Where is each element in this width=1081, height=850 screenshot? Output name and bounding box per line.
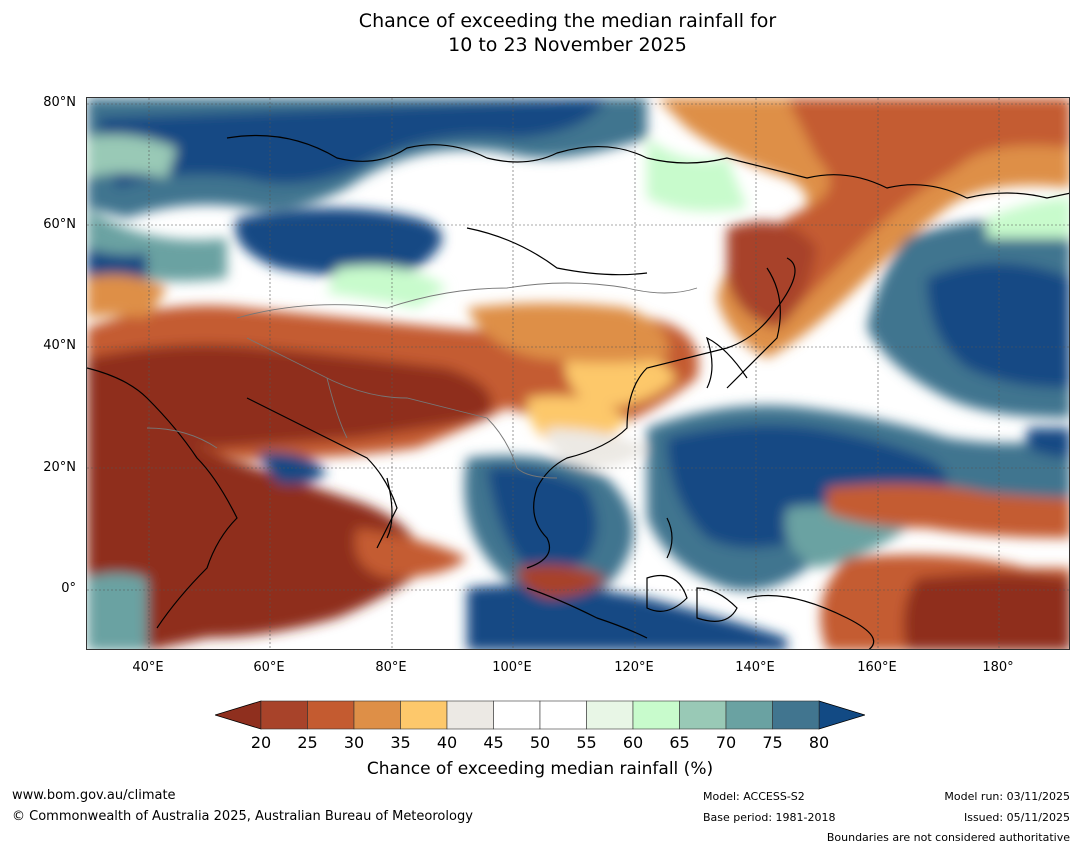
colorbar-tick-40: 40 [436, 733, 458, 752]
lon-label-100e: 100°E [492, 660, 532, 675]
rainfall-map [86, 97, 1070, 650]
title-line-1: Chance of exceeding the median rainfall … [358, 10, 777, 32]
lon-label-140e: 140°E [735, 660, 775, 675]
model-text: Model: ACCESS-S2 [703, 790, 805, 803]
colorbar-tick-80: 80 [808, 733, 830, 752]
colorbar [213, 700, 867, 730]
lon-label-80e: 80°E [375, 660, 407, 675]
lon-label-60e: 60°E [253, 660, 285, 675]
colorbar-tick-60: 60 [622, 733, 644, 752]
model-run-text: Model run: 03/11/2025 [944, 790, 1070, 803]
colorbar-under-arrow [213, 700, 262, 730]
colorbar-svg [213, 700, 867, 730]
lon-label-120e: 120°E [614, 660, 654, 675]
colorbar-tick-75: 75 [762, 733, 783, 752]
base-period-text: Base period: 1981-2018 [703, 811, 836, 824]
lon-label-40e: 40°E [132, 660, 164, 675]
colorbar-tick-70: 70 [715, 733, 737, 752]
title-line-2: 10 to 23 November 2025 [448, 34, 687, 56]
colorbar-bin-0 [260, 700, 308, 730]
colorbar-bin-11 [772, 700, 820, 730]
colorbar-bin-7 [586, 700, 634, 730]
colorbar-bin-8 [632, 700, 680, 730]
colorbar-bin-3 [400, 700, 448, 730]
lat-label-60n: 60°N [43, 217, 76, 232]
lat-label-80n: 80°N [43, 95, 76, 110]
colorbar-bin-4 [446, 700, 494, 730]
colorbar-bin-1 [307, 700, 355, 730]
graticule [87, 98, 1069, 649]
colorbar-over-arrow [818, 700, 867, 730]
colorbar-tick-45: 45 [483, 733, 504, 752]
website-link[interactable]: www.bom.gov.au/climate [12, 788, 176, 803]
lon-label-160e: 160°E [857, 660, 897, 675]
map-svg [87, 98, 1069, 649]
country-borders [146, 282, 698, 479]
colorbar-tick-65: 65 [669, 733, 690, 752]
lon-label-180: 180° [982, 660, 1014, 675]
copyright-text: © Commonwealth of Australia 2025, Austra… [12, 809, 473, 824]
lat-label-40n: 40°N [43, 338, 76, 353]
colorbar-bin-2 [353, 700, 401, 730]
colorbar-tick-30: 30 [343, 733, 365, 752]
colorbar-bin-5 [493, 700, 541, 730]
colorbar-tick-50: 50 [529, 733, 551, 752]
colorbar-tick-25: 25 [297, 733, 318, 752]
chart-title: Chance of exceeding the median rainfall … [0, 9, 1081, 57]
colorbar-bin-10 [725, 700, 773, 730]
lat-label-20n: 20°N [43, 460, 76, 475]
issued-text: Issued: 05/11/2025 [963, 811, 1070, 824]
colorbar-tick-35: 35 [390, 733, 411, 752]
colorbar-bin-6 [539, 700, 587, 730]
coastlines [87, 134, 1069, 649]
disclaimer-text: Boundaries are not considered authoritat… [826, 831, 1070, 844]
colorbar-bin-9 [679, 700, 727, 730]
colorbar-tick-20: 20 [250, 733, 272, 752]
colorbar-tick-55: 55 [576, 733, 597, 752]
lat-label-0: 0° [61, 581, 76, 596]
colorbar-label: Chance of exceeding median rainfall (%) [366, 759, 714, 779]
rainfall-field [87, 98, 1069, 649]
